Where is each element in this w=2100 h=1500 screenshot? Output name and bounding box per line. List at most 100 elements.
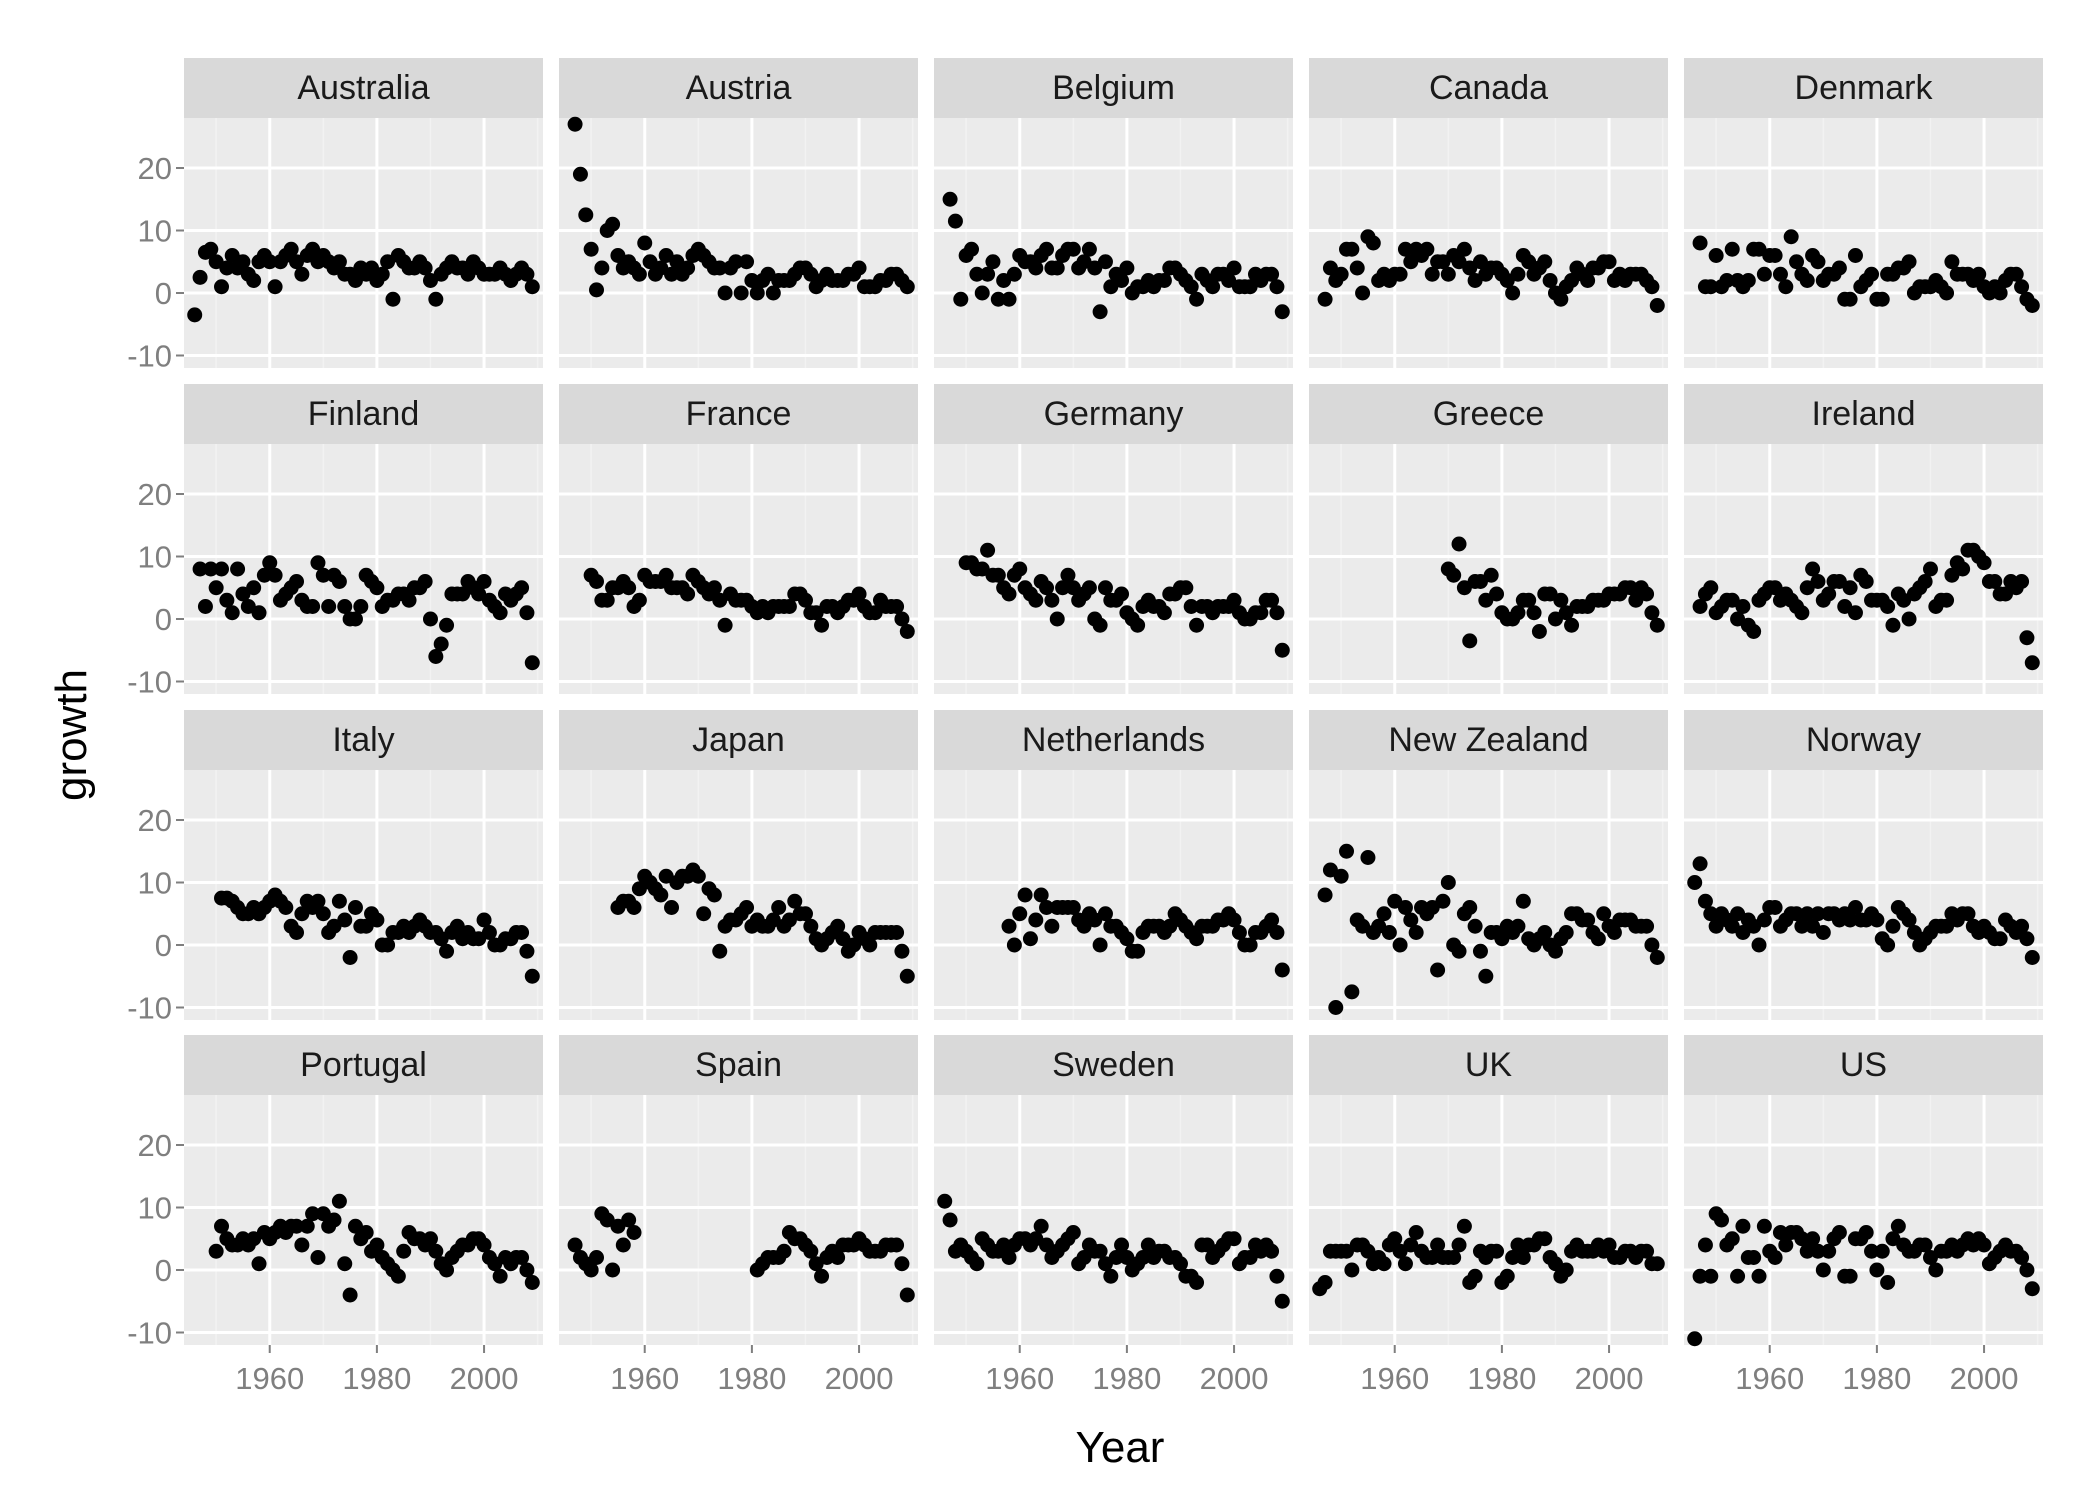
data-point xyxy=(1242,937,1258,953)
strip-background xyxy=(1684,710,2043,770)
data-point xyxy=(1756,266,1772,282)
facet-italy: Italy -10 0 10 20 xyxy=(127,710,543,1026)
y-tick-label: -10 xyxy=(127,339,172,374)
data-point xyxy=(653,887,669,903)
data-point xyxy=(305,599,321,614)
data-point xyxy=(851,586,867,602)
data-point xyxy=(1456,1218,1472,1234)
panel-background xyxy=(559,118,918,368)
data-point xyxy=(894,611,910,627)
data-point xyxy=(1001,586,1017,602)
data-point xyxy=(208,1243,224,1259)
data-point xyxy=(1006,937,1022,953)
data-point xyxy=(1092,937,1108,953)
data-point xyxy=(781,599,797,614)
data-point xyxy=(1028,912,1044,928)
data-point xyxy=(1703,279,1719,295)
data-point xyxy=(1842,912,1858,928)
data-point xyxy=(1783,229,1799,245)
data-point xyxy=(2024,950,2040,965)
x-tick-label: 1960 xyxy=(1360,1361,1429,1396)
x-tick-label: 2000 xyxy=(1575,1361,1644,1396)
facet-uk: UK 1960 1980 2000 xyxy=(1309,1035,1668,1396)
data-point xyxy=(1874,1243,1890,1259)
data-point xyxy=(1772,266,1788,282)
data-point xyxy=(1917,1237,1933,1253)
facet-germany: Germany xyxy=(934,384,1293,694)
data-point xyxy=(830,1250,846,1265)
data-point xyxy=(197,599,213,614)
data-point xyxy=(2024,655,2040,671)
strip-label: Greece xyxy=(1433,395,1545,433)
data-point xyxy=(1440,875,1456,890)
data-point xyxy=(899,968,915,984)
data-point xyxy=(358,1225,374,1240)
data-point xyxy=(1789,254,1805,270)
data-point xyxy=(251,1256,267,1272)
data-point xyxy=(1033,887,1049,903)
data-point xyxy=(1858,1225,1874,1240)
data-point xyxy=(1639,918,1655,934)
data-point xyxy=(1499,1268,1515,1284)
data-point xyxy=(996,1237,1012,1253)
data-point xyxy=(1649,950,1665,965)
data-point xyxy=(1939,285,1955,301)
data-point xyxy=(1869,912,1885,928)
data-point xyxy=(889,1237,905,1253)
data-point xyxy=(1644,937,1660,953)
data-point xyxy=(289,925,305,940)
data-point xyxy=(1880,599,1896,614)
data-point xyxy=(1001,1250,1017,1265)
data-point xyxy=(492,1268,508,1284)
data-point xyxy=(1692,1268,1708,1284)
data-point xyxy=(369,912,385,928)
x-tick-label: 1980 xyxy=(717,1361,786,1396)
data-point xyxy=(1156,605,1172,621)
data-point xyxy=(1805,561,1821,577)
x-tick-label: 1980 xyxy=(1092,1361,1161,1396)
data-point xyxy=(1515,1250,1531,1265)
data-point xyxy=(1001,291,1017,307)
y-tick-label: 20 xyxy=(138,803,172,838)
panel-background xyxy=(1309,118,1668,368)
data-point xyxy=(342,950,358,965)
data-point xyxy=(1944,254,1960,270)
data-point xyxy=(1821,1243,1837,1259)
data-point xyxy=(621,1212,637,1228)
data-point xyxy=(1333,266,1349,282)
facet-us: US 1960 1980 2000 xyxy=(1684,1035,2043,1396)
panel-background xyxy=(1309,1095,1668,1345)
data-point xyxy=(262,254,278,270)
data-point xyxy=(267,567,283,583)
data-point xyxy=(1746,624,1762,639)
data-point xyxy=(1606,925,1622,940)
data-point xyxy=(1430,1237,1446,1253)
data-point xyxy=(428,649,444,664)
data-point xyxy=(626,1225,642,1240)
x-tick-label: 1960 xyxy=(235,1361,304,1396)
data-point xyxy=(1767,900,1783,915)
data-point xyxy=(717,617,733,633)
data-point xyxy=(1226,260,1242,276)
data-point xyxy=(347,611,363,627)
data-point xyxy=(321,599,337,614)
data-point xyxy=(1060,567,1076,583)
data-point xyxy=(1724,1231,1740,1247)
y-tick-label: -10 xyxy=(127,1316,172,1351)
data-point xyxy=(1842,1268,1858,1284)
data-point xyxy=(208,580,224,596)
data-point xyxy=(1022,931,1038,947)
strip-label: Germany xyxy=(1044,395,1184,433)
data-point xyxy=(1360,850,1376,865)
data-point xyxy=(717,285,733,301)
data-point xyxy=(803,1243,819,1259)
data-point xyxy=(492,605,508,621)
strip-label: Finland xyxy=(308,395,420,433)
data-point xyxy=(889,925,905,940)
data-point xyxy=(1130,617,1146,633)
data-point xyxy=(417,574,433,589)
strip-label: New Zealand xyxy=(1388,721,1588,759)
data-point xyxy=(1344,984,1360,1000)
facet-new-zealand: New Zealand xyxy=(1309,710,1668,1020)
data-point xyxy=(744,273,760,288)
